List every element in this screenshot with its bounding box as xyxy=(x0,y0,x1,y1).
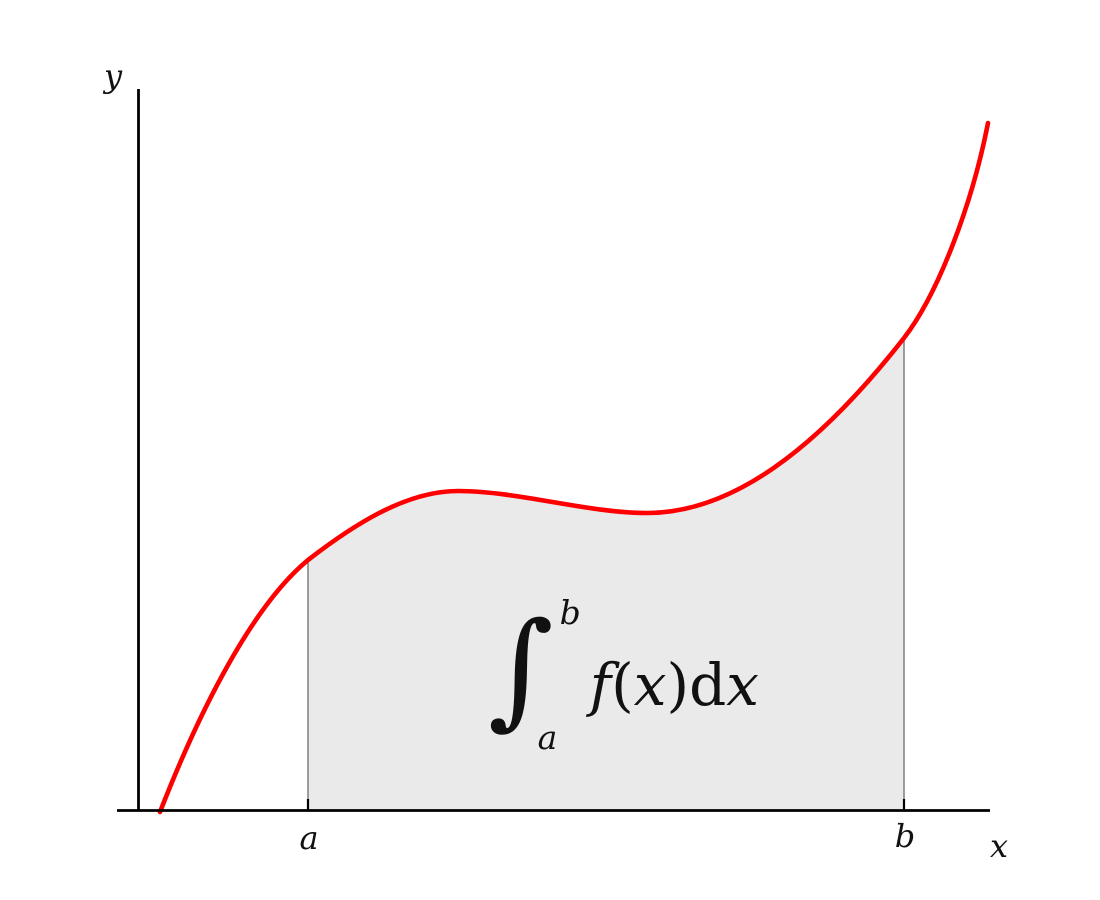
integrand-f: f xyxy=(589,651,612,719)
integral-lower-limit: a xyxy=(537,718,558,757)
function-curve xyxy=(157,120,991,815)
integral-limits: b a xyxy=(538,586,584,760)
shaded-area-region xyxy=(308,338,904,810)
integral-formula: ∫ b a f(x)dx xyxy=(488,586,759,760)
integrand-close-paren: ) xyxy=(666,651,690,719)
integrand-expression: f(x)dx xyxy=(590,656,759,714)
integral-upper-limit: b xyxy=(559,593,581,632)
x-axis-label: x xyxy=(990,827,1009,865)
integrand-open-paren: ( xyxy=(611,651,634,719)
integrand-arg: x xyxy=(633,651,667,719)
differential-var: x xyxy=(726,651,759,719)
integral-sign: ∫ xyxy=(488,595,554,742)
tick-label-a: a xyxy=(299,819,319,857)
differential-d: d xyxy=(689,651,727,719)
y-axis-label: y xyxy=(104,57,123,95)
tick-label-b: b xyxy=(894,817,916,855)
